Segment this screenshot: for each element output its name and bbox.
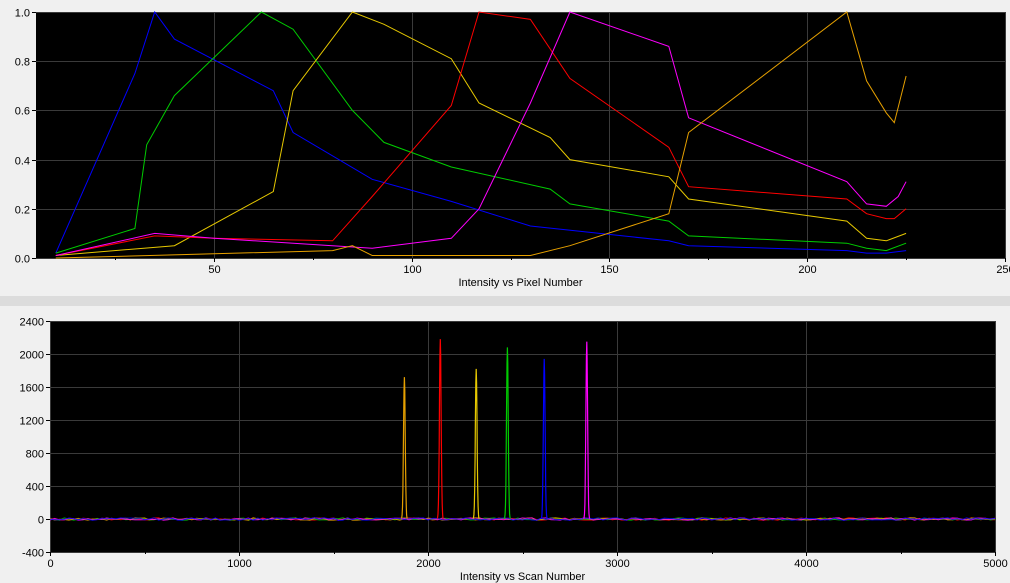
y-tick-label: 0 xyxy=(38,515,44,527)
series-line xyxy=(55,10,907,254)
peak-trace xyxy=(472,368,480,519)
peak-trace xyxy=(540,358,548,519)
y-tick-label: 1600 xyxy=(20,383,44,395)
y-tick-label: 0.0 xyxy=(15,254,30,266)
y-tick-label: 1200 xyxy=(20,416,44,428)
x-tick-label: 150 xyxy=(600,264,618,276)
x-tick-label: 250 xyxy=(996,264,1010,276)
x-tick-label: 1000 xyxy=(227,558,251,570)
peak-trace xyxy=(400,377,408,519)
series-group xyxy=(49,339,996,521)
y-tick-label: 400 xyxy=(26,482,44,494)
x-tick-label: 4000 xyxy=(794,558,818,570)
series-line xyxy=(55,11,907,256)
y-tick-label: 2400 xyxy=(20,317,44,329)
x-tick-label: 3000 xyxy=(605,558,629,570)
x-axis-label: Intensity vs Pixel Number xyxy=(458,277,582,289)
series-group xyxy=(55,10,907,259)
y-tick-label: 0.6 xyxy=(15,106,30,118)
peak-trace xyxy=(503,347,511,519)
y-tick-label: 2000 xyxy=(20,350,44,362)
series-line xyxy=(55,11,907,259)
y-tick-label: 0.2 xyxy=(15,205,30,217)
peak-trace xyxy=(436,339,444,519)
baseline-trace xyxy=(49,517,996,521)
y-tick-label: 800 xyxy=(26,449,44,461)
gridlines xyxy=(36,12,1006,259)
y-tick-label: -400 xyxy=(22,548,44,560)
x-tick-label: 100 xyxy=(403,264,421,276)
plot-area xyxy=(36,12,1005,258)
x-tick-label: 50 xyxy=(208,264,220,276)
x-tick-label: 0 xyxy=(47,558,53,570)
x-tick-label: 2000 xyxy=(416,558,440,570)
series-line xyxy=(55,11,907,254)
x-tick-label: 5000 xyxy=(983,558,1007,570)
x-axis-label: Intensity vs Scan Number xyxy=(460,571,586,583)
panel-divider[interactable] xyxy=(0,296,1010,306)
y-tick-label: 1.0 xyxy=(15,8,30,20)
pixel-intensity-chart: 0.0 0.2 0.4 0.6 0.8 1.0 50 100 150 200 250 Intensi… xyxy=(15,8,1010,290)
axes: 0.0 0.2 0.4 0.6 0.8 1.0 50 100 150 200 250 xyxy=(15,8,1010,277)
series-line xyxy=(55,11,907,256)
y-tick-label: 0.8 xyxy=(15,57,30,69)
y-tick-label: 0.4 xyxy=(15,156,30,168)
peak-trace xyxy=(583,341,591,519)
series-line xyxy=(55,11,907,256)
x-tick-label: 200 xyxy=(798,264,816,276)
plot-area xyxy=(50,321,995,552)
